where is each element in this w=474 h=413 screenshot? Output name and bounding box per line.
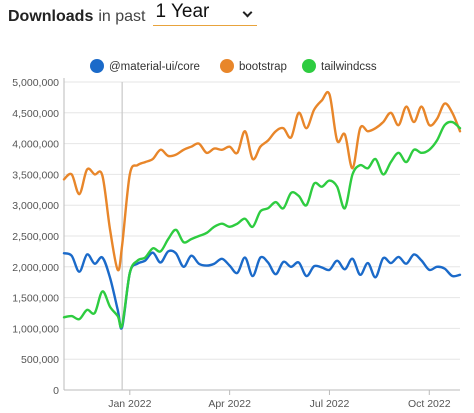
y-tick-label: 3,000,000 [12, 200, 59, 212]
x-tick-label: Oct 2022 [408, 398, 451, 410]
header-title: Downloads [8, 8, 94, 25]
legend-swatch-material-ui-core[interactable] [90, 59, 104, 73]
legend-label-material-ui-core[interactable]: @material-ui/core [109, 61, 200, 73]
y-tick-label: 4,500,000 [12, 108, 59, 120]
y-tick-label: 5,000,000 [12, 77, 59, 89]
downloads-header: Downloads in past 1 Year [8, 0, 258, 26]
x-tick-label: Apr 2022 [208, 398, 251, 410]
y-tick-label: 500,000 [21, 354, 59, 366]
period-select[interactable]: 1 Year [153, 1, 258, 26]
y-tick-label: 1,000,000 [12, 323, 59, 335]
series-line-bootstrap [62, 90, 462, 272]
x-tick-label: Jan 2022 [108, 398, 151, 410]
legend-swatch-tailwindcss[interactable] [302, 59, 316, 73]
y-tick-label: 1,500,000 [12, 293, 59, 305]
series-line-tailwindcss [62, 120, 462, 329]
y-tick-label: 3,500,000 [12, 169, 59, 181]
legend-label-bootstrap[interactable]: bootstrap [239, 61, 287, 73]
legend-label-tailwindcss[interactable]: tailwindcss [321, 61, 377, 73]
y-tick-label: 4,000,000 [12, 139, 59, 151]
x-tick-label: Jul 2022 [310, 398, 350, 410]
period-select-value: 1 Year [155, 1, 210, 22]
y-tick-label: 2,000,000 [12, 262, 59, 274]
y-tick-label: 2,500,000 [12, 231, 59, 243]
y-tick-label: 0 [53, 385, 59, 397]
legend-swatch-bootstrap[interactable] [220, 59, 234, 73]
header-subtitle: in past [98, 8, 146, 25]
